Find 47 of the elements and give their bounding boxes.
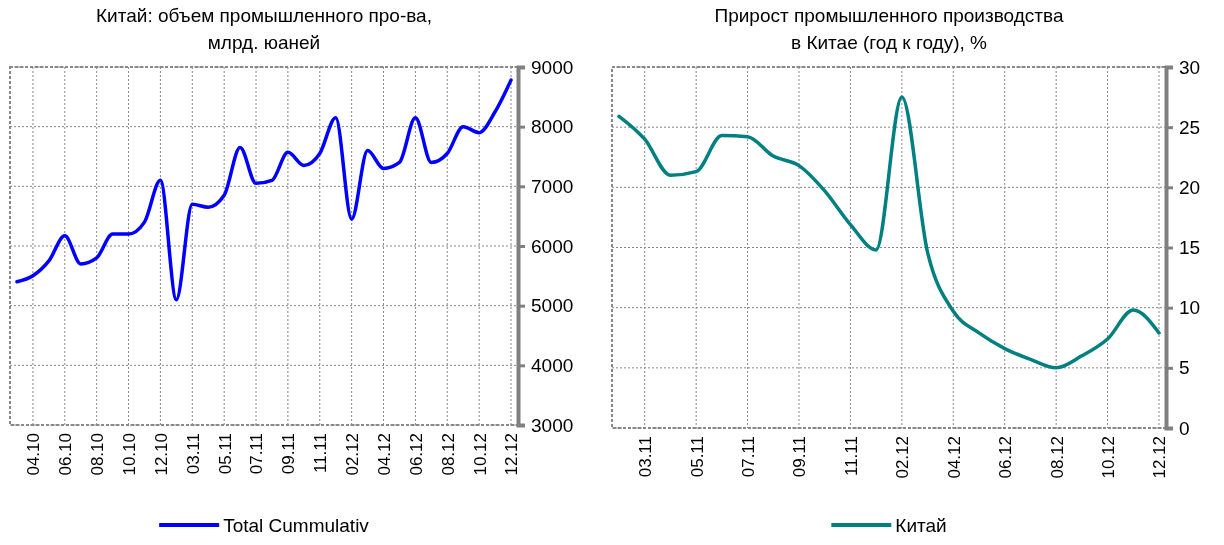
y-tick-label: 20 xyxy=(1179,176,1201,198)
legend-label: Китай xyxy=(895,515,947,536)
x-tick-label: 06.12 xyxy=(406,433,426,476)
y-tick-label: 0 xyxy=(1179,417,1190,439)
y-tick-label: 8000 xyxy=(531,116,574,138)
x-tick-label: 07.11 xyxy=(247,433,267,475)
x-tick-label: 11.11 xyxy=(841,436,861,477)
x-tick-label: 11.11 xyxy=(311,433,331,474)
y-tick-label: 15 xyxy=(1179,237,1201,259)
x-tick-label: 02.12 xyxy=(893,436,913,479)
y-tick-label: 30 xyxy=(1179,56,1201,78)
y-tick-label: 3000 xyxy=(531,414,574,436)
x-tick-label: 09.11 xyxy=(790,436,810,478)
line-series xyxy=(15,78,513,302)
y-tick-label: 9000 xyxy=(531,56,574,78)
y-tick-label: 6000 xyxy=(531,235,574,257)
x-tick-label: 08.10 xyxy=(88,433,108,476)
x-tick-label: 04.12 xyxy=(374,433,394,476)
x-tick-label: 10.10 xyxy=(120,433,139,476)
legend-label: Total Cummulativ xyxy=(223,515,370,536)
y-tick-label: 25 xyxy=(1179,116,1201,138)
y-tick-label: 5000 xyxy=(531,295,574,317)
y-tick-label: 5 xyxy=(1179,357,1190,379)
y-tick-label: 10 xyxy=(1179,297,1201,319)
x-tick-label: 06.10 xyxy=(56,433,76,476)
x-tick-label: 06.12 xyxy=(996,436,1016,479)
x-tick-label: 08.12 xyxy=(1047,436,1067,479)
x-tick-label: 04.12 xyxy=(944,436,964,479)
chart-title: Прирост промышленного производства в Китае (год к году), % xyxy=(714,5,1064,53)
x-tick-label: 04.10 xyxy=(24,433,44,476)
y-tick-label: 4000 xyxy=(531,354,574,376)
x-tick-label: 10.12 xyxy=(470,433,490,476)
x-tick-label: 12.12 xyxy=(1150,436,1170,479)
x-tick-label: 09.11 xyxy=(279,433,299,475)
x-tick-label: 10.12 xyxy=(1099,436,1119,479)
x-tick-label: 02.12 xyxy=(343,433,363,476)
x-tick-label: 03.11 xyxy=(183,433,203,475)
x-tick-label: 05.11 xyxy=(215,433,235,475)
x-tick-label: 07.11 xyxy=(739,436,759,478)
x-tick-label: 08.12 xyxy=(438,433,458,476)
line-series xyxy=(617,95,1161,370)
x-tick-label: 03.11 xyxy=(636,436,656,478)
x-tick-label: 05.11 xyxy=(687,436,707,478)
x-tick-label: 12.10 xyxy=(151,433,171,476)
y-tick-label: 7000 xyxy=(531,175,574,197)
chart-title: Китай: объем промышленного про-ва, млрд. юаней xyxy=(96,5,432,53)
x-tick-label: 12.12 xyxy=(502,433,522,476)
